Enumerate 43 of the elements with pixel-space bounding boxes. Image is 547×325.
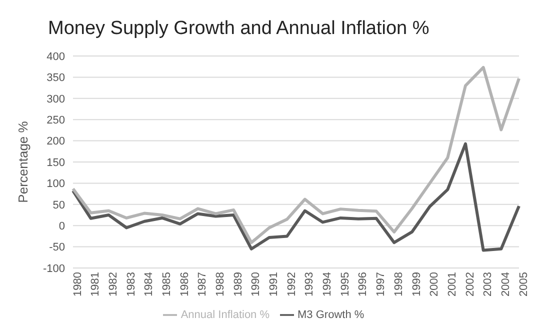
x-tick-label: 1994 bbox=[322, 272, 334, 296]
line-series bbox=[72, 66, 520, 244]
x-tick-label: 1987 bbox=[196, 272, 209, 296]
y-tick-label: 350 bbox=[46, 72, 65, 84]
y-tick-label: 0 bbox=[58, 220, 65, 233]
x-tick-label: 2003 bbox=[482, 272, 494, 296]
legend-label: Annual Inflation % bbox=[180, 308, 270, 321]
x-tick-label: 1988 bbox=[214, 272, 227, 296]
x-tick-label: 1990 bbox=[250, 272, 262, 296]
y-tick-label: 150 bbox=[46, 156, 65, 169]
line-series bbox=[72, 142, 520, 252]
x-tick-label: 2000 bbox=[428, 272, 441, 296]
y-tick-label: 50 bbox=[52, 199, 65, 212]
x-tick-label: 1980 bbox=[72, 272, 84, 296]
x-tick-label: 1982 bbox=[107, 272, 120, 296]
legend-label: M3 Growth % bbox=[298, 308, 364, 321]
x-tick-label: 1981 bbox=[90, 272, 102, 296]
x-tick-label: 1997 bbox=[375, 272, 388, 296]
x-tick-label: 1986 bbox=[178, 272, 191, 296]
x-tick-label: 2002 bbox=[464, 272, 476, 296]
x-tick-label: 1985 bbox=[161, 272, 174, 296]
x-tick-label: 1995 bbox=[339, 272, 352, 296]
y-tick-label: 300 bbox=[46, 93, 65, 106]
x-tick-label: 1999 bbox=[410, 272, 423, 296]
y-tick-label: 400 bbox=[46, 50, 65, 63]
x-tick-label: 1996 bbox=[357, 272, 370, 296]
x-tick-label: 1983 bbox=[125, 272, 138, 296]
y-tick-label: -100 bbox=[42, 262, 65, 275]
x-tick-label: 1998 bbox=[392, 272, 405, 296]
x-tick-label: 1991 bbox=[268, 272, 280, 296]
chart-title: Money Supply Growth and Annual Inflation % bbox=[47, 17, 430, 41]
x-tick-label: 2005 bbox=[518, 272, 530, 296]
y-tick-label: 100 bbox=[46, 178, 65, 190]
y-axis-title: Percentage % bbox=[16, 120, 31, 203]
y-tick-label: -50 bbox=[49, 242, 65, 254]
y-tick-label: 200 bbox=[46, 136, 65, 148]
x-tick-label: 1992 bbox=[286, 272, 298, 296]
x-tick-label: 2001 bbox=[446, 272, 458, 296]
y-tick-label: 250 bbox=[46, 114, 65, 127]
x-tick-label: 1984 bbox=[143, 272, 156, 296]
x-tick-label: 1989 bbox=[232, 272, 244, 296]
x-tick-label: 1993 bbox=[304, 272, 316, 296]
x-tick-label: 2004 bbox=[500, 272, 512, 296]
